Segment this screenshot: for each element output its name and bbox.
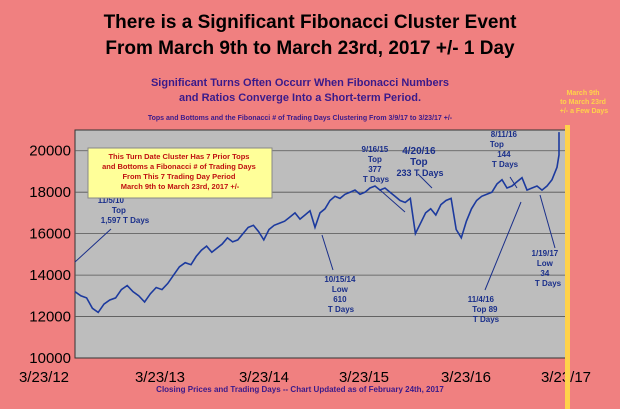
chart-subtitle-line1: Significant Turns Often Occurr When Fibo… (151, 77, 449, 89)
annotation-9-16-15-count: 377 (368, 165, 382, 174)
chart-footer: Closing Prices and Trading Days -- Chart… (156, 385, 444, 394)
series-line (74, 132, 560, 314)
y-tick-label: 16000 (29, 226, 71, 243)
text-box-line4: March 9th to March 23rd, 2017 +/- (121, 182, 240, 191)
annotation-4-20-16-days: 233 T Days (396, 168, 443, 178)
x-tick-label: 3/23/12 (19, 369, 69, 386)
annotation-8-11-16-date: 8/11/16 (491, 130, 518, 139)
annotation-10-15-14-count: 610 (333, 295, 347, 304)
x-tick-label: 3/23/16 (441, 369, 491, 386)
svg-text:March 9th to March 23rd: March 9th to March 23rd +/- a Few Days (560, 90, 609, 115)
cluster-note-line2: to March 23rd (560, 99, 606, 106)
x-tick-label: 3/23/14 (239, 369, 289, 386)
svg-text:This Turn Date Cluster Has 7 P: This Turn Date Cluster Has 7 Prior Tops … (102, 152, 258, 191)
annotation-8-11-16-days: T Days (492, 160, 519, 169)
annotation-10-15-14-days: T Days (328, 305, 355, 314)
annotation-8-11-16-count: 144 (497, 150, 511, 159)
text-box-line1: This Turn Date Cluster Has 7 Prior Tops (108, 152, 249, 161)
text-box-line3: From This 7 Trading Day Period (122, 172, 235, 181)
x-tick-label: 3/23/15 (339, 369, 389, 386)
annotation-11-4-16-date: 11/4/16 (468, 295, 495, 304)
annotation-9-16-15-date: 9/16/15 (362, 145, 389, 154)
chart-subtitle-line2: and Ratios Converge Into a Short-term Pe… (179, 92, 421, 104)
svg-text:9/16/15 Top 377 T: 9/16/15 Top 377 T Days (362, 145, 391, 184)
annotation-arrows (74, 173, 556, 291)
x-tick-label: 3/23/13 (135, 369, 185, 386)
chart-subtitle-line3: Tops and Bottoms and the Fibonacci # of … (148, 115, 453, 122)
svg-text:1/19/17 Low 34 T D: 1/19/17 Low 34 T Days (532, 249, 562, 288)
annotation-11-4-16-days: T Days (473, 315, 500, 324)
annotation-1-19-17-type: Low (537, 259, 554, 268)
y-axis: 10000 12000 14000 16000 18000 20000 (29, 143, 71, 367)
annotation-11-5-10-date: 11/5/10 (98, 196, 125, 205)
svg-text:4/20/16 Top 233 T Days: 4/20/16 Top 233 T Days (396, 146, 443, 178)
y-tick-label: 18000 (29, 184, 71, 201)
annotation-9-16-15-type: Top (368, 155, 382, 164)
annotation-1-19-17-date: 1/19/17 (532, 249, 559, 258)
cluster-text-box (87, 147, 273, 199)
y-tick-label: 10000 (29, 350, 71, 367)
x-axis: 3/23/123/23/133/23/143/23/153/23/163/23/… (19, 369, 591, 386)
y-tick-label: 14000 (29, 267, 71, 284)
chart-title-line2: From March 9th to March 23rd, 2017 +/- 1… (105, 38, 515, 59)
text-box-line2: and Bottoms a Fibonacci # of Trading Day… (102, 162, 256, 171)
annotation-4-20-16-date: 4/20/16 (402, 146, 436, 157)
annotation-1-19-17-days: T Days (535, 279, 562, 288)
y-tick-label: 12000 (29, 309, 71, 326)
chart-title-line1: There is a Significant Fibonacci Cluster… (104, 12, 517, 33)
annotation-4-20-16-type: Top (410, 157, 428, 168)
svg-text:10/15/14 Low 610 T: 10/15/14 Low 610 T Days (324, 275, 357, 314)
svg-text:11/4/16 Top 89 T Days: 11/4/16 Top 89 T Days (468, 295, 500, 324)
y-tick-label: 20000 (29, 143, 71, 160)
annotation-8-11-16-type: Top (490, 140, 504, 149)
annotation-11-5-10-days: 1,597 T Days (101, 216, 150, 225)
annotation-10-15-14-date: 10/15/14 (324, 275, 356, 284)
annotation-1-19-17-count: 34 (540, 269, 549, 278)
svg-text:8/11/16 Top 144 T: 8/11/16 Top 144 T Days (490, 130, 519, 169)
annotation-11-5-10-type: Top (112, 206, 126, 215)
annotation-10-15-14-type: Low (332, 285, 349, 294)
annotation-9-16-15-days: T Days (363, 175, 390, 184)
annotation-11-4-16-type: Top 89 (472, 305, 498, 314)
cluster-marker (565, 125, 570, 409)
cluster-note-line3: +/- a Few Days (560, 108, 609, 115)
cluster-note-line1: March 9th (566, 90, 599, 97)
svg-text:11/5/10 Top 1,597 T Da: 11/5/10 Top 1,597 T Days (98, 196, 150, 225)
